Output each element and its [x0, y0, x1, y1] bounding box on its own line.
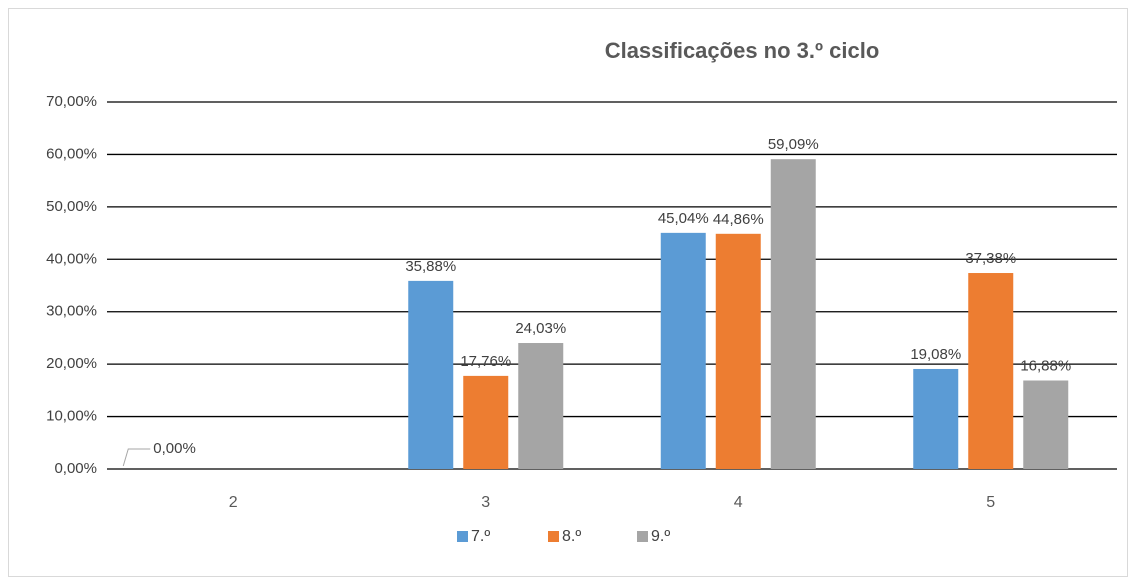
bar [518, 343, 564, 469]
x-tick-label: 4 [734, 494, 743, 511]
y-tick-label: 30,00% [46, 303, 97, 320]
data-label: 0,00% [153, 440, 196, 457]
y-tick-label: 50,00% [46, 198, 97, 215]
x-tick-label: 3 [481, 494, 490, 511]
bar [408, 280, 454, 469]
legend-swatch [457, 531, 468, 542]
data-label: 59,09% [768, 136, 819, 153]
bar [770, 159, 816, 469]
legend-swatch [637, 531, 648, 542]
y-tick-label: 70,00% [46, 93, 97, 110]
data-label: 45,04% [658, 210, 709, 227]
bar [968, 273, 1014, 469]
y-tick-label: 0,00% [54, 460, 97, 477]
legend-label: 7.º [471, 528, 490, 545]
y-tick-label: 40,00% [46, 250, 97, 267]
y-tick-label: 10,00% [46, 408, 97, 425]
data-label: 24,03% [515, 320, 566, 337]
chart-title: Classificações no 3.º ciclo [605, 38, 880, 63]
y-tick-label: 20,00% [46, 355, 97, 372]
data-label: 19,08% [910, 346, 961, 363]
chart-frame [8, 8, 1128, 577]
data-label: 16,88% [1020, 357, 1071, 374]
y-tick-label: 60,00% [46, 145, 97, 162]
bar [1023, 380, 1069, 469]
legend-label: 9.º [651, 528, 670, 545]
x-tick-label: 5 [986, 494, 995, 511]
data-label: 35,88% [405, 258, 456, 275]
data-label: 17,76% [460, 353, 511, 370]
bar [913, 368, 959, 469]
bar [463, 375, 509, 469]
data-label: 44,86% [713, 211, 764, 228]
legend-label: 8.º [562, 528, 581, 545]
leader-line [122, 448, 151, 467]
data-label: 37,38% [965, 250, 1016, 267]
bar [660, 232, 706, 469]
legend-swatch [548, 531, 559, 542]
x-tick-label: 2 [229, 494, 238, 511]
bar [715, 233, 761, 469]
